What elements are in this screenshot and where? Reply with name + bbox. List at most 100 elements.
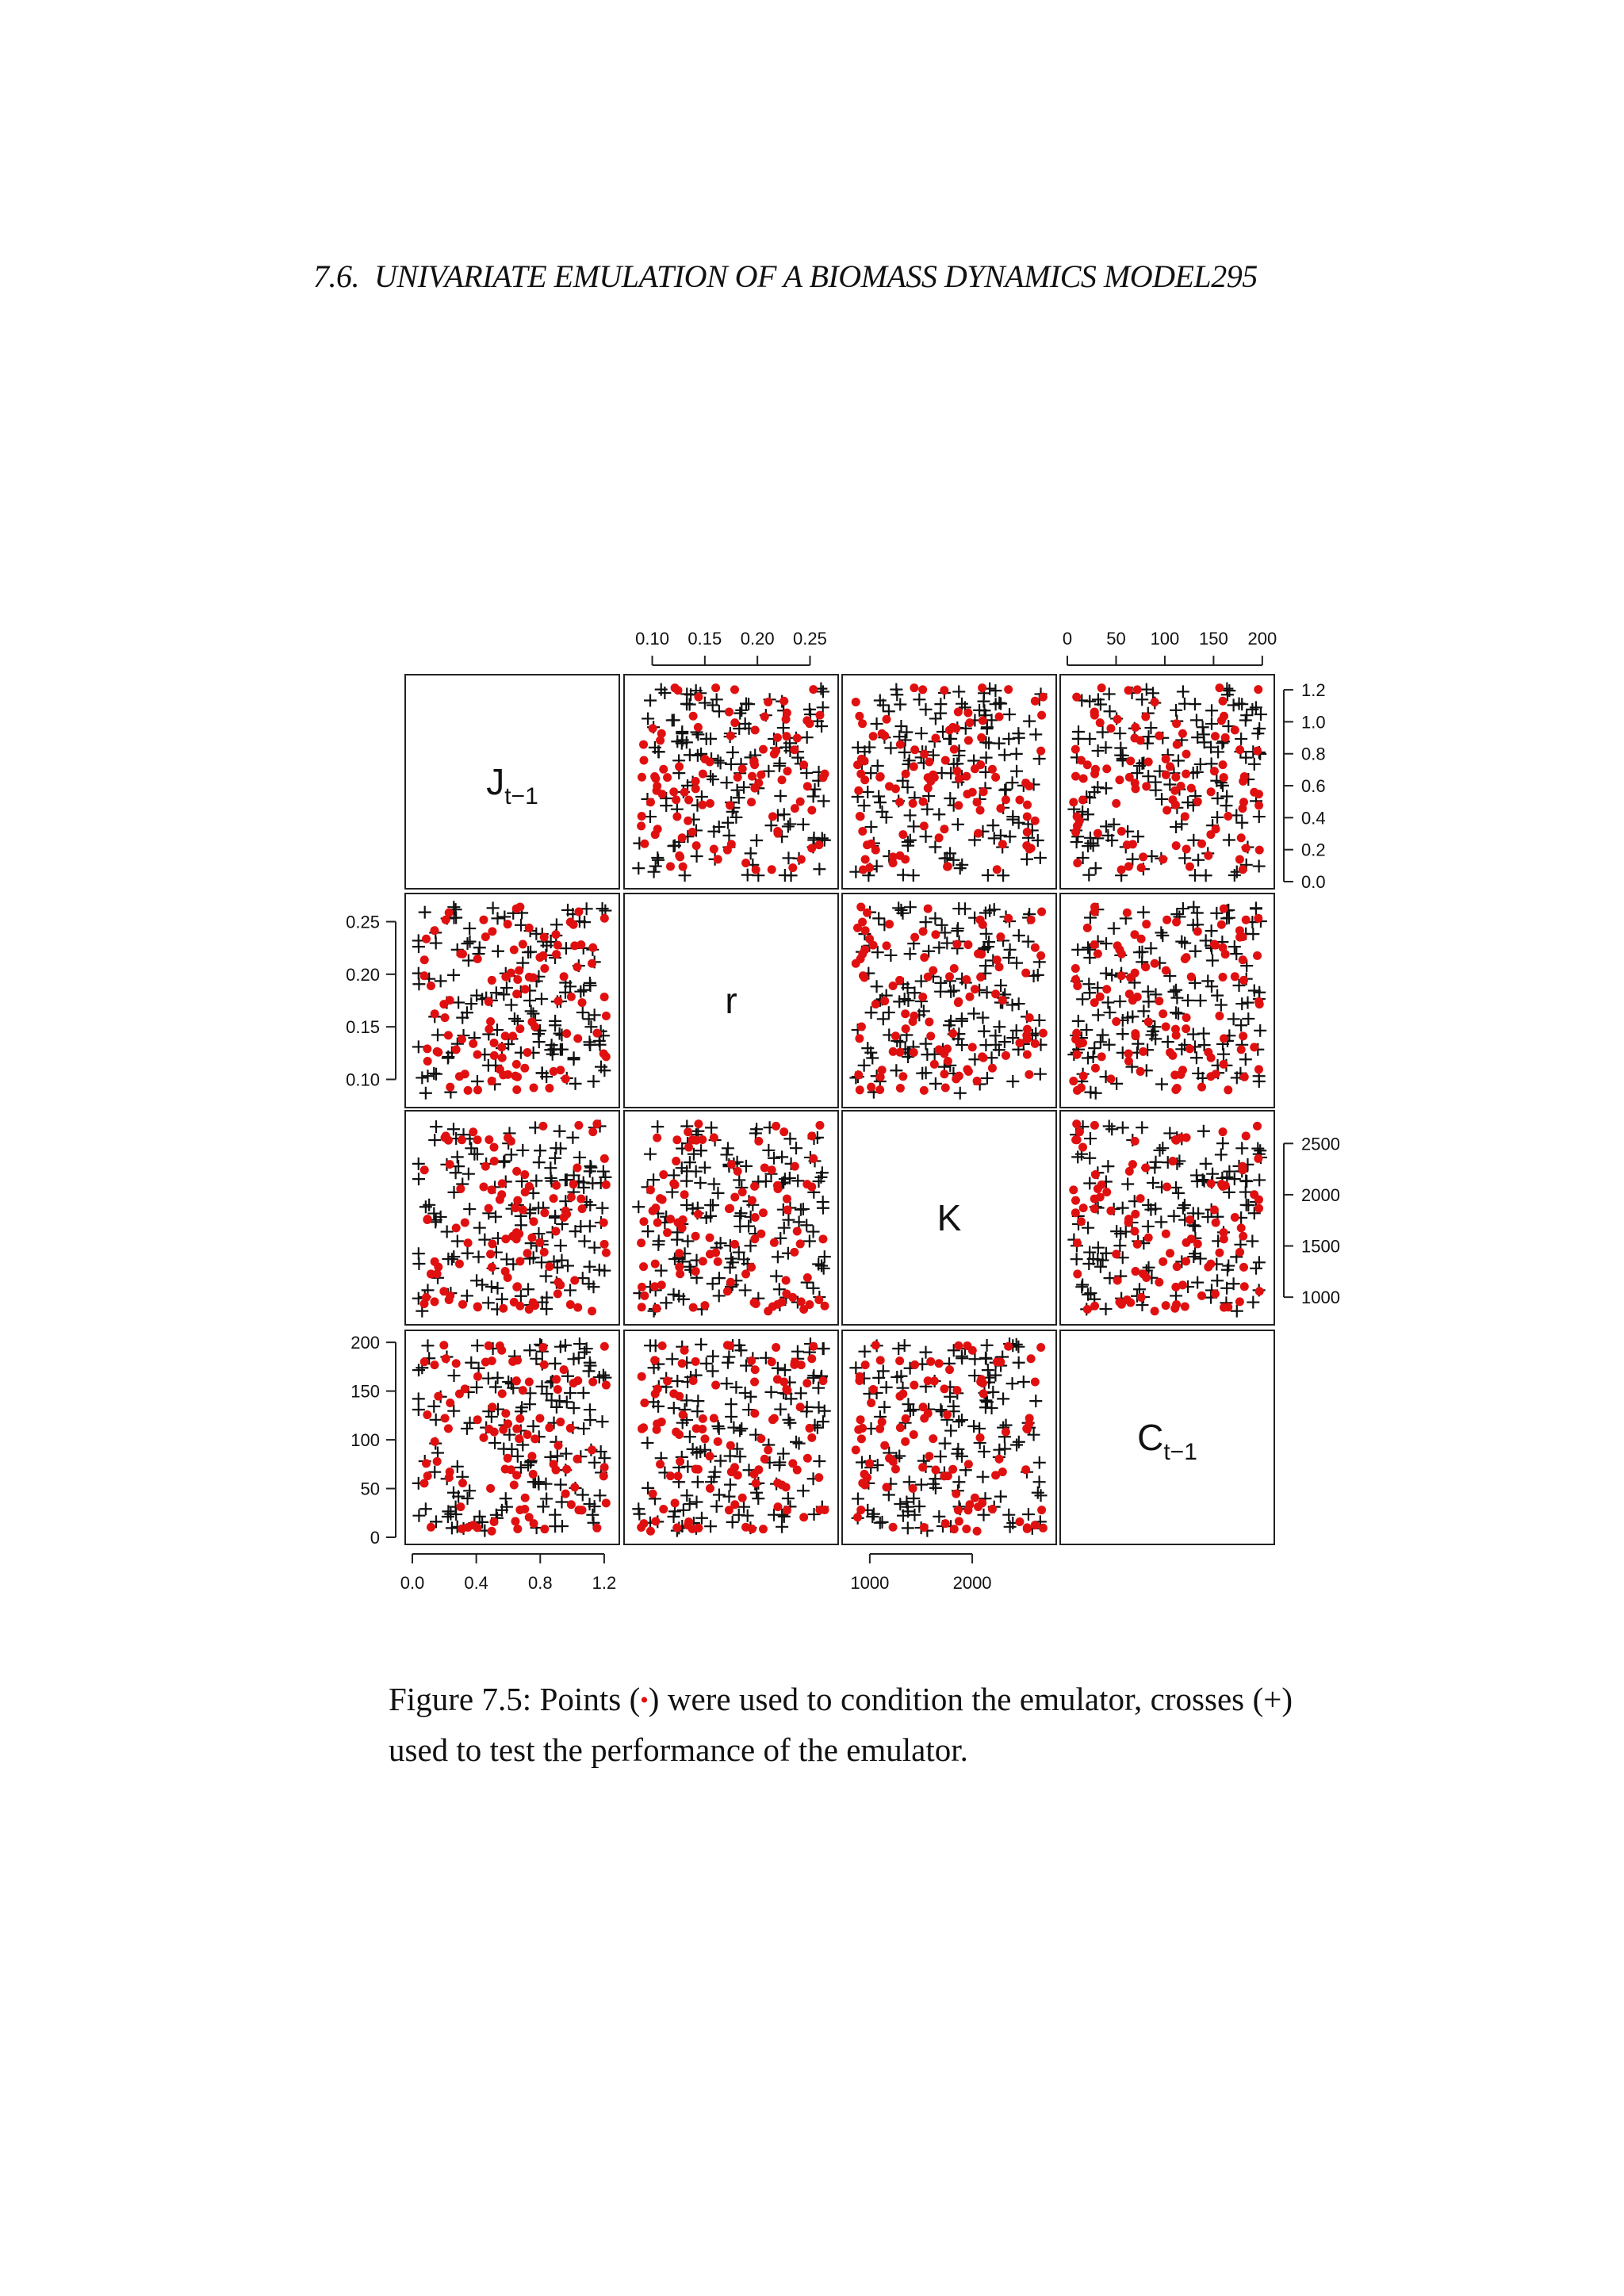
conditioning-point [1166, 762, 1175, 771]
test-cross [1199, 869, 1212, 882]
test-cross [1142, 730, 1155, 744]
conditioning-point [488, 1239, 497, 1249]
conditioning-point [858, 719, 868, 729]
test-cross [921, 802, 934, 816]
conditioning-point [1022, 800, 1032, 809]
test-cross [516, 1143, 530, 1157]
conditioning-point [675, 762, 684, 771]
conditioning-point [648, 1489, 657, 1498]
test-cross [550, 1400, 563, 1414]
conditioning-point [684, 816, 693, 825]
conditioning-point [1072, 1050, 1082, 1059]
test-cross [858, 745, 871, 759]
conditioning-point [509, 1480, 519, 1490]
conditioning-point [1241, 1131, 1251, 1141]
test-cross [783, 1416, 797, 1429]
test-cross [1155, 1215, 1168, 1229]
conditioning-point [1131, 1267, 1140, 1276]
conditioning-point [867, 1082, 876, 1092]
conditioning-point [1071, 1196, 1080, 1205]
conditioning-point [501, 972, 511, 982]
conditioning-point [1218, 972, 1228, 982]
test-cross [534, 1144, 547, 1158]
conditioning-point [724, 707, 733, 717]
conditioning-point [1026, 915, 1036, 924]
conditioning-point [688, 711, 698, 721]
test-cross [732, 791, 745, 805]
conditioning-point [931, 733, 940, 743]
test-cross [1189, 869, 1202, 882]
conditioning-point [663, 1228, 672, 1238]
test-cross [730, 810, 743, 824]
test-cross [499, 1492, 512, 1506]
conditioning-point [599, 1471, 608, 1481]
test-cross [1088, 1042, 1101, 1055]
conditioning-point [599, 1218, 608, 1227]
conditioning-point [1206, 830, 1216, 840]
test-cross [750, 1123, 764, 1136]
test-cross [583, 976, 596, 989]
test-cross [1176, 902, 1189, 916]
conditioning-point [497, 1043, 507, 1052]
conditioning-point [1241, 844, 1251, 853]
conditioning-point [963, 1341, 972, 1351]
test-cross [764, 1385, 778, 1399]
conditioning-point [456, 1502, 465, 1512]
test-cross [892, 901, 906, 915]
test-cross [550, 918, 563, 932]
panel-frame [404, 1110, 620, 1326]
conditioning-point [996, 1357, 1005, 1367]
test-cross [649, 859, 662, 873]
test-cross [694, 1177, 707, 1189]
conditioning-point [601, 1011, 611, 1020]
conditioning-point [488, 927, 497, 936]
conditioning-point [441, 915, 450, 924]
conditioning-point [637, 1303, 646, 1312]
test-cross [1094, 1035, 1107, 1049]
test-cross [774, 790, 787, 803]
panel-frame [841, 1110, 1057, 1326]
conditioning-point [726, 1441, 735, 1450]
conditioning-point [657, 1341, 667, 1351]
right-axis-tick-label: 0.6 [1301, 776, 1326, 796]
conditioning-point [705, 1483, 714, 1493]
conditioning-point [730, 718, 740, 728]
conditioning-point [1073, 981, 1082, 990]
conditioning-point [909, 1047, 918, 1057]
test-cross [470, 1147, 484, 1161]
conditioning-point [1037, 710, 1047, 720]
test-cross [744, 1390, 757, 1403]
conditioning-point [972, 798, 982, 807]
test-cross [497, 988, 511, 1001]
conditioning-point [678, 862, 688, 871]
test-cross [1192, 1207, 1205, 1220]
conditioning-point [970, 985, 979, 994]
conditioning-point [853, 923, 863, 932]
test-cross [772, 759, 786, 772]
conditioning-point [592, 1523, 602, 1533]
conditioning-point [1236, 1045, 1246, 1054]
conditioning-point [802, 716, 812, 725]
test-cross [800, 1405, 814, 1418]
test-cross [738, 1284, 752, 1297]
conditioning-point [963, 790, 972, 799]
conditioning-point [782, 1385, 791, 1395]
conditioning-point [1030, 1377, 1040, 1387]
right-axis-tick-label: 1.0 [1301, 712, 1326, 732]
conditioning-point [749, 1469, 759, 1479]
conditioning-point [499, 1425, 508, 1434]
left-axis-tick-label: 50 [361, 1479, 380, 1499]
test-cross [1178, 1199, 1191, 1211]
conditioning-point [1193, 927, 1202, 936]
test-cross [1102, 1119, 1116, 1133]
conditioning-point [1180, 1302, 1189, 1311]
test-cross [1027, 1428, 1040, 1441]
conditioning-point [918, 685, 928, 695]
test-cross [632, 1502, 645, 1516]
test-cross [476, 1515, 489, 1529]
test-cross [777, 1221, 791, 1234]
conditioning-point [977, 950, 986, 959]
test-cross [750, 834, 764, 848]
conditioning-point [970, 1493, 979, 1502]
conditioning-point [895, 1423, 905, 1433]
